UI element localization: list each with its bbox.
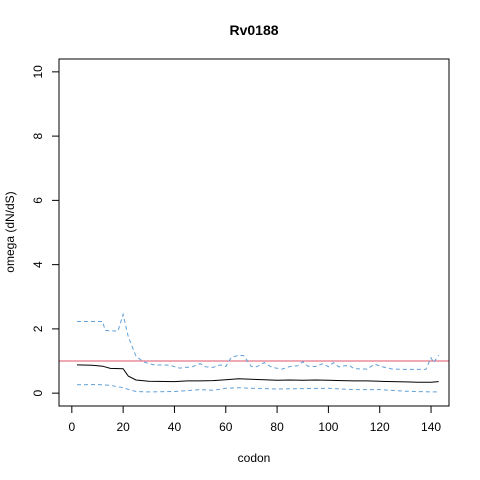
x-tick-label: 140 (421, 420, 441, 434)
x-axis-label: codon (238, 451, 271, 465)
x-axis: 0 20 40 60 80 100 120 140 (68, 405, 441, 434)
y-tick-label: 0 (31, 389, 45, 396)
x-tick-label: 100 (318, 420, 338, 434)
y-tick-label: 10 (31, 65, 45, 79)
x-tick-label: 60 (219, 420, 233, 434)
x-tick-label: 40 (168, 420, 182, 434)
plot-border (58, 58, 450, 407)
upper-bound-line (77, 312, 440, 370)
y-axis-label: omega (dN/dS) (3, 191, 17, 272)
y-tick-label: 2 (31, 325, 45, 332)
x-tick-label: 20 (116, 420, 130, 434)
plot-area (59, 312, 449, 393)
y-axis: 0 2 4 6 8 10 (31, 65, 60, 396)
lower-bound-line (76, 383, 439, 393)
y-tick-label: 6 (31, 197, 45, 204)
omega-estimate-line (76, 364, 439, 383)
chart-title: Rv0188 (229, 22, 278, 38)
y-tick-label: 8 (31, 132, 45, 139)
y-tick-label: 4 (31, 261, 45, 268)
x-tick-label: 120 (370, 420, 390, 434)
x-tick-label: 0 (68, 420, 75, 434)
x-tick-label: 80 (270, 420, 284, 434)
